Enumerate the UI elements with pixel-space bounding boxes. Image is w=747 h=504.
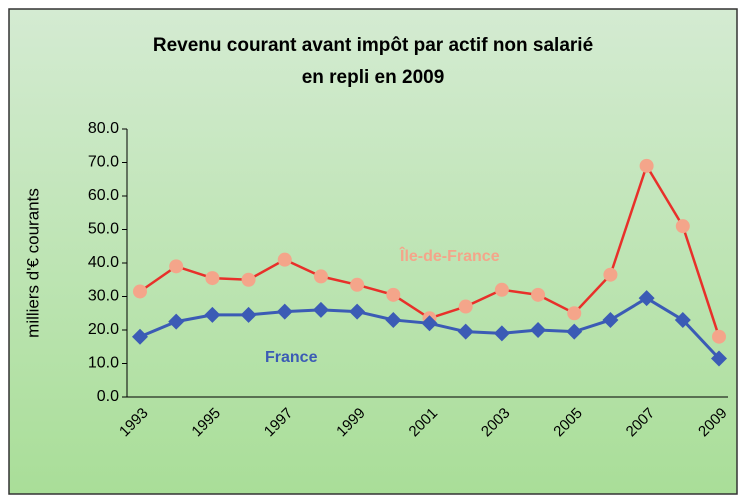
marker <box>603 267 618 282</box>
chart-frame <box>8 8 738 495</box>
marker <box>566 323 583 340</box>
marker <box>639 158 654 173</box>
marker <box>493 325 510 342</box>
marker <box>386 287 401 302</box>
marker <box>240 306 257 323</box>
y-tick-label: 50.0 <box>88 221 119 238</box>
marker <box>277 252 292 267</box>
y-tick-label: 80.0 <box>88 120 119 137</box>
marker <box>675 219 690 234</box>
marker <box>457 323 474 340</box>
marker <box>169 259 184 274</box>
marker <box>712 329 726 344</box>
marker <box>241 272 256 287</box>
marker <box>168 313 185 330</box>
marker <box>312 301 329 318</box>
marker <box>350 277 365 292</box>
marker <box>349 303 366 320</box>
y-tick-label: 70.0 <box>88 154 119 171</box>
y-tick-label: 30.0 <box>88 288 119 305</box>
marker <box>530 322 547 338</box>
chart-title: en repli en 2009 <box>302 67 445 88</box>
series-label: Île-de-France <box>399 246 500 265</box>
marker <box>531 287 546 302</box>
chart-title: Revenu courant avant impôt par actif non… <box>153 35 593 56</box>
marker <box>567 306 582 321</box>
marker <box>638 290 655 307</box>
y-tick-label: 20.0 <box>88 321 119 338</box>
y-tick-label: 10.0 <box>88 355 119 372</box>
marker <box>602 311 619 328</box>
marker <box>458 299 473 314</box>
marker <box>711 350 727 367</box>
series-label: France <box>265 349 318 366</box>
marker <box>132 328 148 345</box>
y-axis-label: milliers d'€ courants <box>23 188 42 338</box>
y-tick-label: 40.0 <box>88 254 119 271</box>
marker <box>313 269 328 284</box>
marker <box>205 271 220 286</box>
y-tick-label: 0.0 <box>97 388 119 405</box>
marker <box>276 303 293 320</box>
marker <box>674 311 691 328</box>
marker <box>133 284 147 299</box>
y-tick-label: 60.0 <box>88 187 119 204</box>
marker <box>421 315 438 332</box>
marker <box>494 282 509 297</box>
marker <box>385 311 402 328</box>
marker <box>204 306 221 323</box>
